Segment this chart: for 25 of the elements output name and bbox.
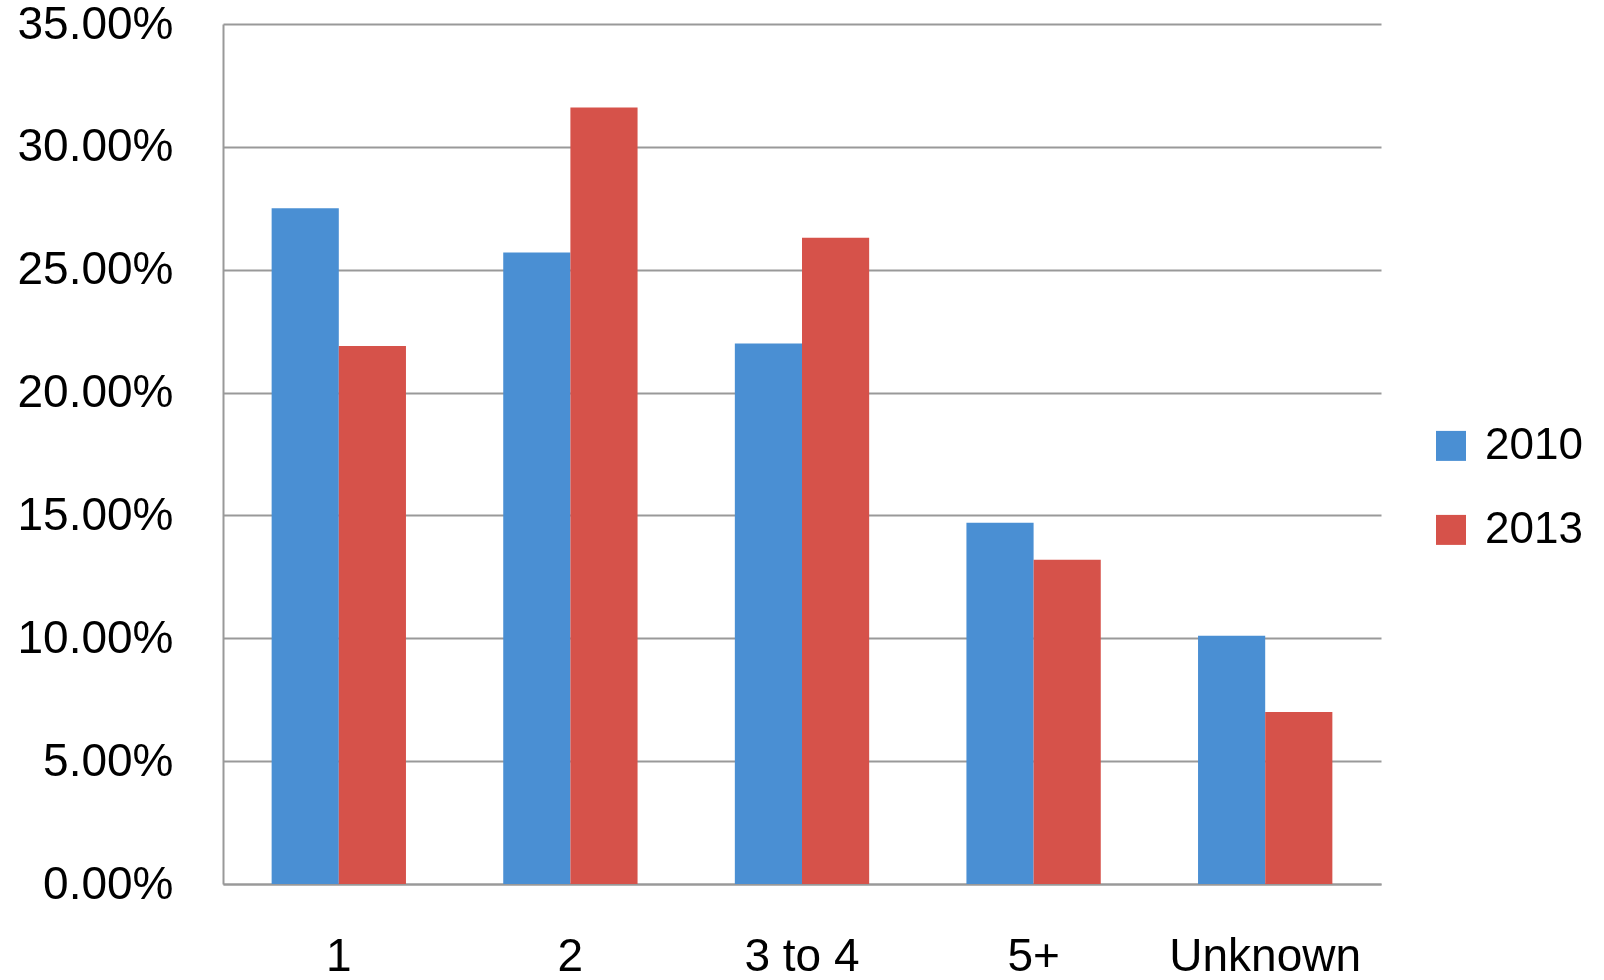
y-tick-label: 10.00%	[17, 610, 174, 663]
x-tick-label: 1	[326, 928, 352, 980]
bar	[1198, 635, 1266, 884]
y-tick-label: 5.00%	[43, 733, 174, 786]
x-tick-label: 3 to 4	[744, 928, 860, 980]
x-tick-label: Unknown	[1169, 928, 1362, 980]
x-tick-label: 2	[557, 928, 584, 980]
y-tick-label: 0.00%	[43, 856, 174, 909]
legend-label: 2013	[1485, 502, 1583, 552]
y-tick-label: 25.00%	[17, 242, 174, 295]
bar	[802, 237, 870, 884]
bar	[734, 343, 802, 884]
bar	[1033, 559, 1101, 884]
bar	[271, 208, 339, 884]
y-tick-label: 35.00%	[17, 0, 174, 49]
bar	[570, 107, 638, 884]
legend-label: 2010	[1485, 418, 1583, 468]
y-tick-label: 20.00%	[17, 365, 174, 418]
y-tick-label: 15.00%	[17, 487, 174, 540]
x-tick-label: 5+	[1007, 928, 1060, 980]
bar	[966, 522, 1034, 884]
bar	[503, 252, 571, 884]
bar	[1265, 712, 1333, 884]
y-tick-label: 30.00%	[17, 119, 174, 172]
bar	[338, 345, 406, 884]
